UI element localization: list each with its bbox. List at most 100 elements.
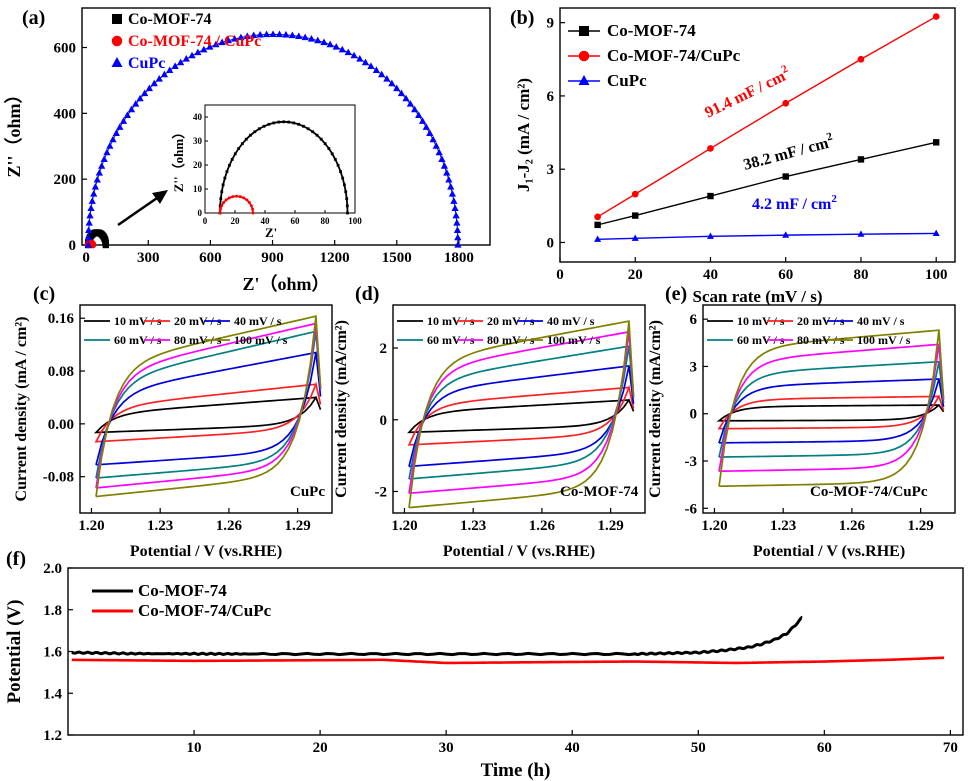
data-point — [451, 204, 459, 212]
inset-point — [240, 142, 244, 146]
data-point — [224, 36, 232, 44]
x-tick-label: 900 — [261, 250, 284, 266]
plot-frame — [79, 304, 333, 514]
cv-loop — [408, 398, 635, 435]
data-point — [350, 51, 358, 59]
inset-point — [323, 142, 327, 146]
legend-entry: 10 mV / s — [427, 314, 475, 328]
inset-point — [267, 122, 271, 126]
legend-entry: CuPc — [607, 71, 647, 90]
data-point — [150, 79, 158, 87]
data-point — [136, 94, 144, 102]
data-point — [454, 241, 462, 248]
legend-entry: Co-MOF-74 / CuPc — [128, 33, 261, 50]
data-point — [307, 34, 316, 42]
legend-entry: 100 mV / s — [857, 333, 911, 347]
x-tick-label: 0 — [82, 250, 90, 266]
legend-entry: 100 mV / s — [234, 333, 288, 347]
inset-point — [336, 163, 340, 167]
legend-entry: Co-MOF-74 — [128, 11, 212, 28]
x-tick-label: 1.29 — [285, 518, 311, 534]
x-tick-label: 80 — [853, 267, 868, 283]
inset-point — [247, 201, 251, 204]
data-point — [440, 162, 449, 169]
y-tick-label: 1.8 — [43, 603, 62, 619]
inset-point — [339, 170, 342, 173]
data-point — [155, 75, 163, 82]
data-point — [127, 105, 136, 113]
fit-line — [597, 141, 937, 226]
x-tick-label: 1.20 — [701, 518, 727, 534]
inset-point — [242, 196, 246, 200]
inset-point — [341, 176, 345, 180]
cv-loop — [718, 378, 945, 444]
inset-point — [315, 133, 319, 137]
data-point — [372, 66, 381, 73]
y-tick-label: 1.4 — [43, 686, 62, 702]
data-point — [356, 55, 364, 62]
data-point — [631, 234, 639, 241]
y-tick-label: 0 — [690, 407, 698, 423]
legend-entry: 80 mV / s — [797, 333, 845, 347]
data-point — [415, 111, 423, 118]
y-tick-label: -2 — [375, 484, 388, 500]
x-tick-label: 1.23 — [147, 518, 173, 534]
inset-point — [231, 195, 235, 199]
data-point — [295, 32, 303, 40]
y-tick-label: 1.6 — [43, 645, 62, 661]
x-axis-label: Potential / V (vs.RHE) — [443, 543, 595, 560]
x-tick-label: 60 — [817, 740, 832, 756]
data-point — [707, 192, 714, 200]
x-tick-label: 1.29 — [598, 518, 624, 534]
x-tick-label: 1.29 — [908, 518, 934, 534]
inset-point — [220, 190, 224, 194]
panel-d: 1.20 1.23 1.26 1.29 -2 0 2 (d) Potential / V (vs… — [333, 283, 646, 560]
x-tick-label: 40 — [565, 740, 580, 756]
inset-point — [297, 122, 301, 126]
inset-x-tick-label: 40 — [261, 216, 271, 226]
data-point — [361, 58, 370, 66]
data-point — [452, 211, 460, 219]
data-point — [383, 75, 391, 82]
potential-curve — [71, 615, 803, 657]
data-point — [269, 30, 277, 37]
x-tick-label: 50 — [691, 740, 706, 756]
y-tick-label: 6 — [690, 312, 698, 328]
inset-y-tick-label: 10 — [193, 184, 203, 194]
inset-point — [257, 127, 261, 131]
x-tick-label: 40 — [703, 267, 718, 283]
inset-point — [245, 198, 249, 202]
x-tick-label: 30 — [439, 740, 454, 756]
data-point — [145, 84, 154, 92]
x-tick-label: 20 — [313, 740, 328, 756]
x-tick-label: 20 — [628, 267, 643, 283]
panel-f: 10 20 30 40 50 60 70 1.2 1.4 1.6 1.8 2.0 (f) Time (h)… — [4, 548, 964, 781]
data-point — [314, 36, 322, 44]
data-point — [93, 175, 101, 183]
data-point — [237, 33, 245, 41]
y-tick-label: 0 — [69, 238, 77, 254]
data-point — [782, 99, 790, 107]
data-point — [102, 241, 110, 249]
data-point — [932, 13, 940, 20]
cv-loop — [718, 329, 945, 488]
legend-marker — [578, 50, 590, 62]
legend-entry: Co-MOF-74 — [607, 21, 696, 40]
inset-point — [345, 197, 349, 201]
legend-marker — [111, 35, 123, 47]
cv-loop — [95, 381, 322, 443]
x-tick-label: 1.23 — [460, 518, 486, 534]
data-point — [88, 197, 96, 204]
data-point — [332, 43, 340, 50]
data-point — [393, 84, 401, 92]
x-tick-label: 10 — [187, 740, 202, 756]
y-axis-label: Current density (mA/cm²) — [333, 320, 350, 498]
data-point — [98, 162, 106, 169]
inset-point — [327, 147, 331, 150]
cv-loop — [408, 384, 635, 446]
y-tick-label: 6 — [547, 89, 555, 105]
plot-frame — [81, 7, 491, 246]
data-point — [706, 232, 714, 239]
data-point — [87, 204, 95, 212]
inset-point — [319, 137, 323, 141]
